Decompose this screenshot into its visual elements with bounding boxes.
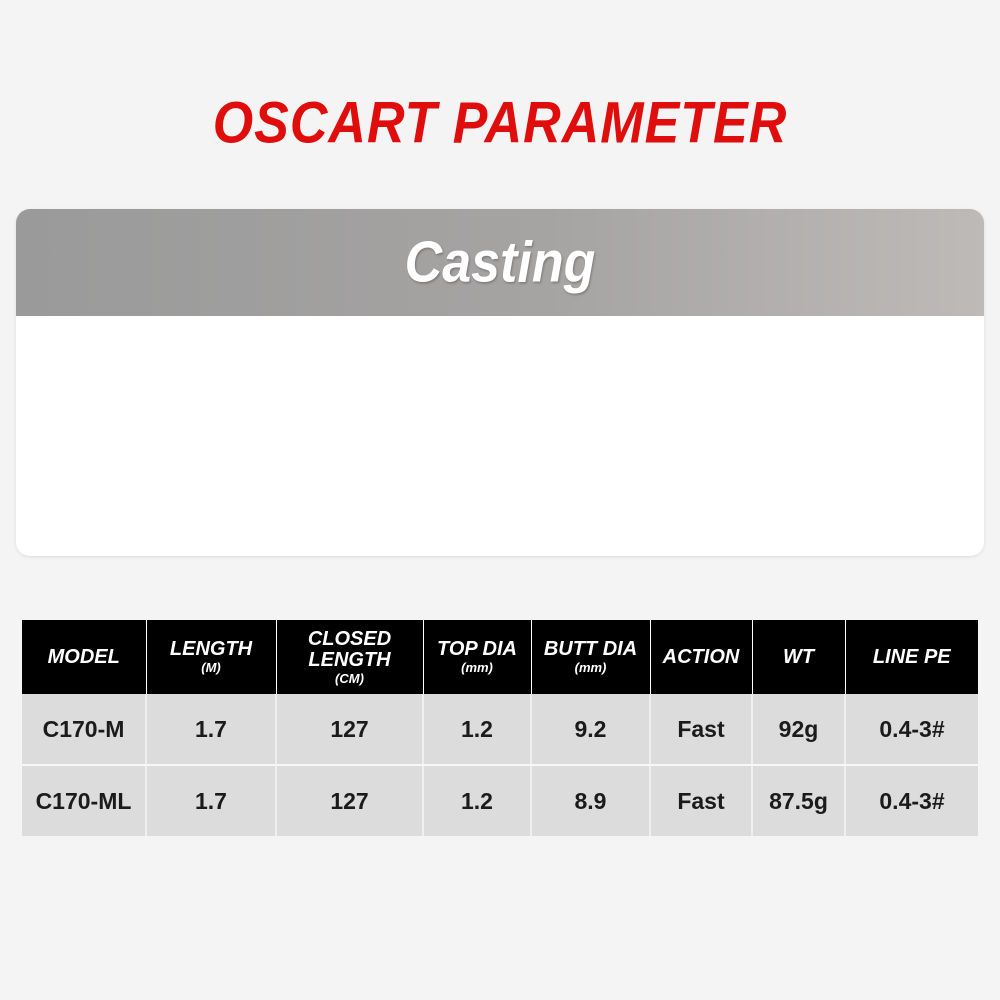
column-header-model: MODEL <box>22 620 147 694</box>
cell-top-dia: 1.2 <box>423 694 532 766</box>
cell-line-pe: 0.4-3# <box>845 694 978 766</box>
cell-wt: 92g <box>752 694 846 766</box>
cell-butt-dia: 8.9 <box>531 765 651 836</box>
card-body: 17CM TITANIUM TIP <box>16 316 984 556</box>
column-header-line-pe: LINE PE <box>845 620 978 694</box>
cell-action: Fast <box>650 694 753 766</box>
cell-wt: 87.5g <box>752 765 846 836</box>
cell-action: Fast <box>650 765 753 836</box>
cell-model: C170-M <box>22 694 147 766</box>
specification-table: MODEL LENGTH (M) CLOSED LENGTH (CM) TOP … <box>22 620 978 836</box>
page-title: OSCART PARAMETER <box>212 91 788 157</box>
table-row: C170-M 1.7 127 1.2 9.2 Fast 92g 0.4-3# <box>22 694 978 766</box>
column-header-butt-dia: BUTT DIA (mm) <box>531 620 651 694</box>
table-header-row: MODEL LENGTH (M) CLOSED LENGTH (CM) TOP … <box>22 620 978 694</box>
column-header-top-dia: TOP DIA (mm) <box>423 620 532 694</box>
cell-closed-length: 127 <box>276 765 424 836</box>
page-title-container: OSCART PARAMETER <box>0 90 1000 156</box>
cell-butt-dia: 9.2 <box>531 694 651 766</box>
table-row: C170-ML 1.7 127 1.2 8.9 Fast 87.5g 0.4-3… <box>22 765 978 836</box>
banner-label: Casting <box>404 230 596 295</box>
cell-length: 1.7 <box>146 694 277 766</box>
cell-model: C170-ML <box>22 765 147 836</box>
card-banner: Casting <box>16 209 984 316</box>
cell-length: 1.7 <box>146 765 277 836</box>
column-header-closed-length: CLOSED LENGTH (CM) <box>276 620 424 694</box>
cell-closed-length: 127 <box>276 694 424 766</box>
product-card: Casting <box>16 209 984 556</box>
cell-line-pe: 0.4-3# <box>845 765 978 836</box>
column-header-action: ACTION <box>650 620 753 694</box>
column-header-length: LENGTH (M) <box>146 620 277 694</box>
cell-top-dia: 1.2 <box>423 765 532 836</box>
column-header-wt: WT <box>752 620 846 694</box>
